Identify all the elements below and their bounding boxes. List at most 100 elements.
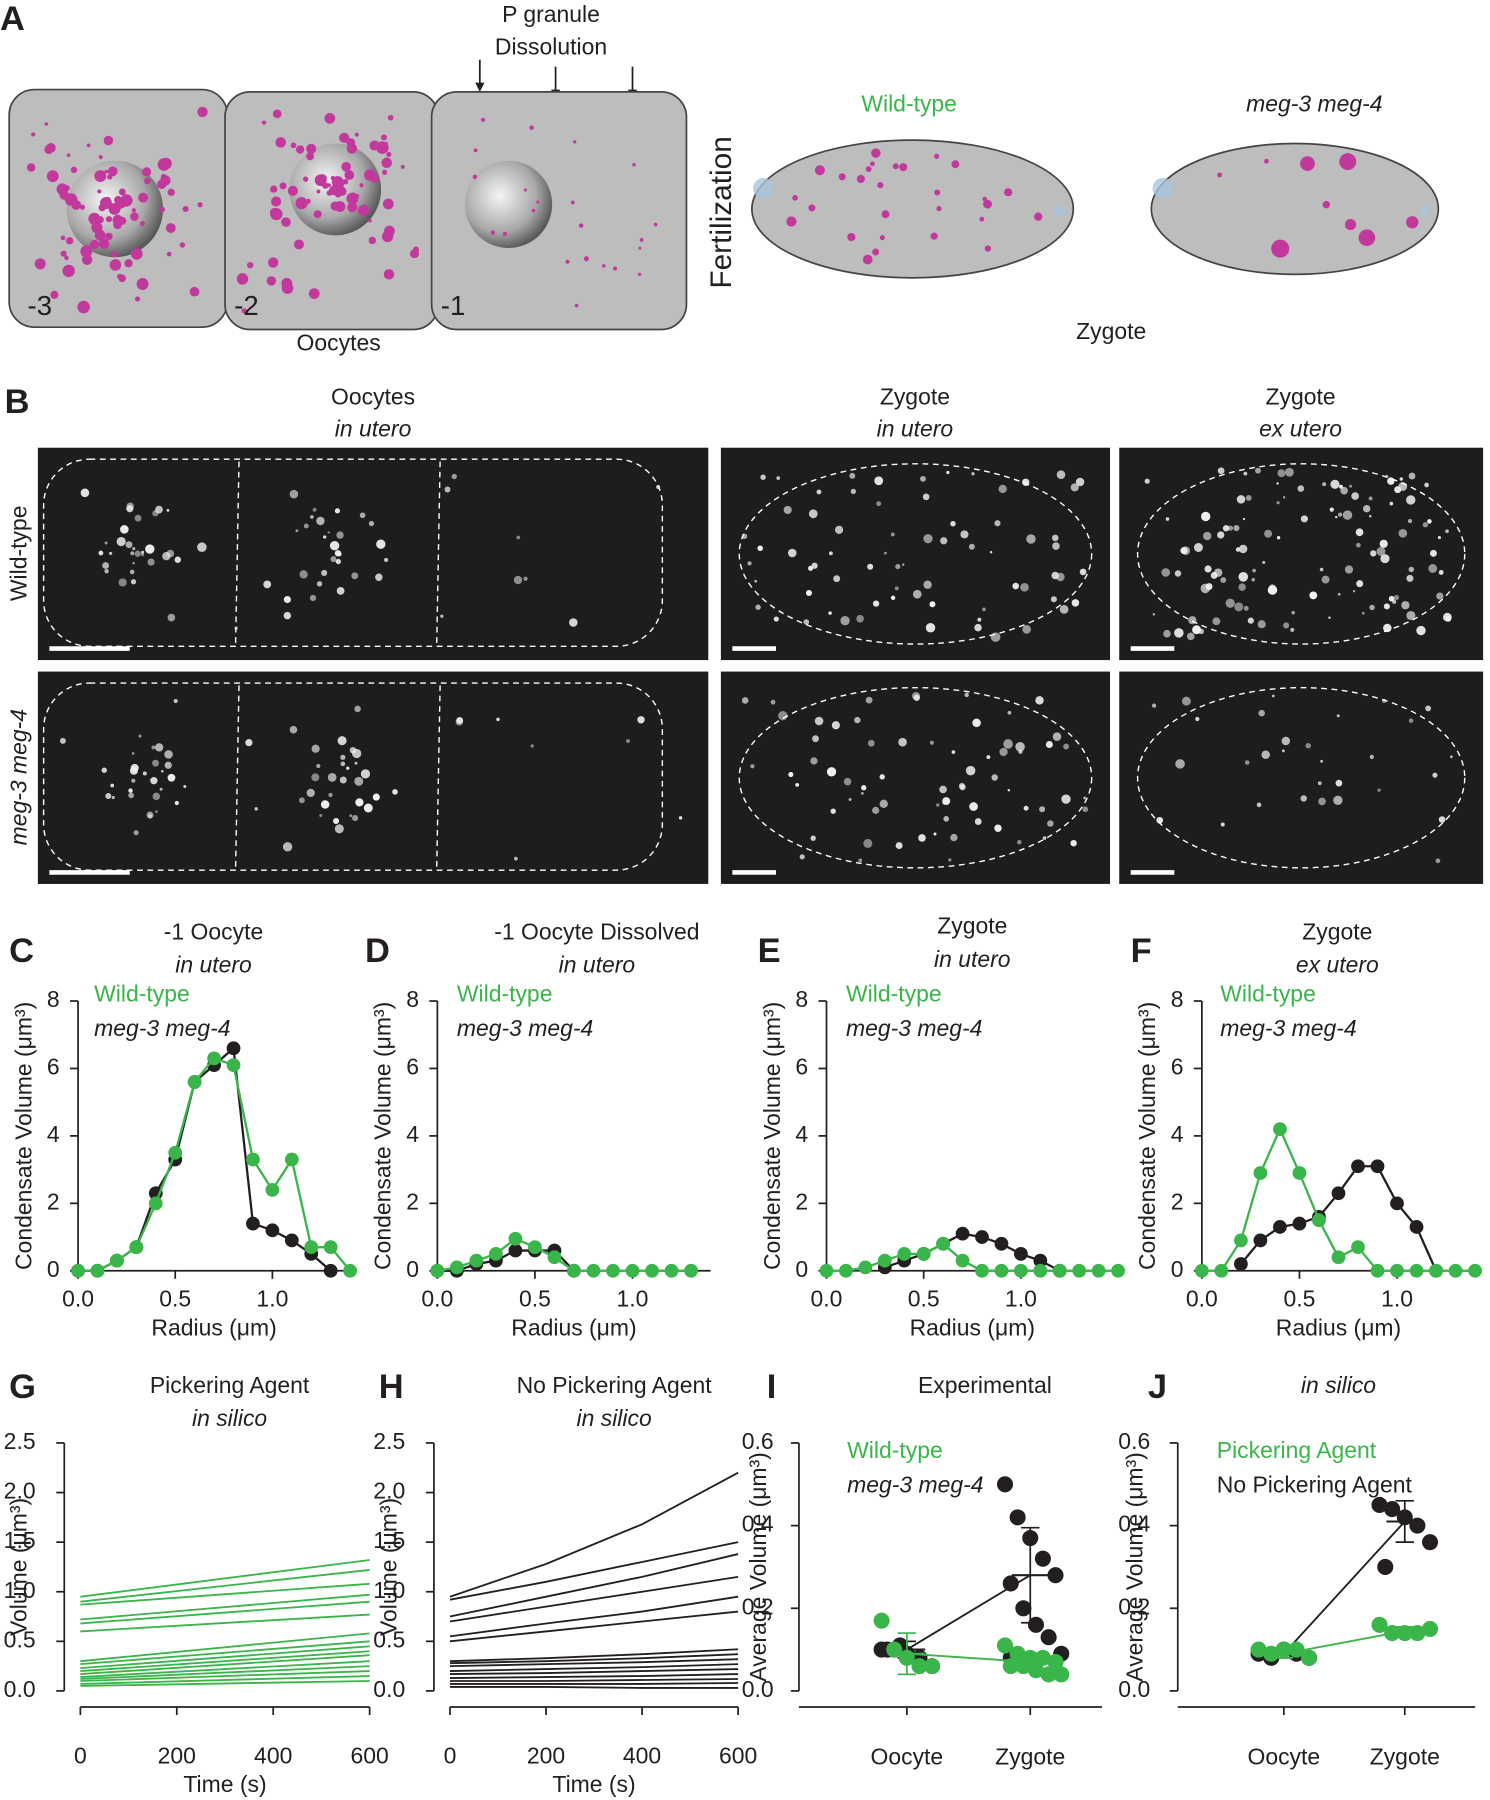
data-point <box>469 1253 484 1268</box>
granule <box>1276 482 1279 485</box>
granule <box>147 558 155 566</box>
granule <box>1369 604 1375 611</box>
granule <box>132 561 135 565</box>
granule <box>1322 482 1327 487</box>
p-granule <box>936 205 942 212</box>
granule <box>298 797 305 804</box>
granule <box>162 552 171 561</box>
p-granule <box>346 143 358 154</box>
p-granule <box>364 169 376 181</box>
p-granule <box>138 192 149 203</box>
granule <box>1300 795 1307 802</box>
data-point <box>1234 1257 1248 1271</box>
granule <box>750 764 755 769</box>
granule <box>1328 616 1331 619</box>
granule <box>850 488 856 495</box>
granule <box>1445 529 1449 534</box>
p-granule <box>60 250 67 257</box>
data-point <box>819 1263 834 1278</box>
data-point <box>1331 1250 1346 1265</box>
p-granule <box>1004 188 1013 197</box>
granule <box>1407 518 1413 524</box>
granule <box>872 806 880 814</box>
granule <box>1262 560 1266 564</box>
chart-subtitle: in silico <box>1301 1372 1376 1398</box>
series-line <box>826 1242 1119 1272</box>
data-point <box>1409 1517 1426 1534</box>
p-granule <box>296 199 303 206</box>
granule <box>295 529 299 533</box>
data-point <box>1468 1263 1482 1278</box>
p-granule <box>295 145 305 154</box>
p-granule <box>94 229 106 241</box>
column-header: in utero <box>877 416 954 442</box>
p-granule <box>879 235 885 241</box>
p-granule <box>877 182 884 189</box>
granule <box>1387 477 1395 485</box>
granule <box>776 476 781 480</box>
p-granule <box>77 300 90 314</box>
annotation: meg-3 meg-4 <box>1246 91 1382 117</box>
p-granule <box>281 217 291 227</box>
data-point <box>567 1263 581 1278</box>
p-granule <box>1271 239 1290 258</box>
granule <box>1012 582 1020 590</box>
y-tick-label: 8 <box>47 986 60 1012</box>
p-granule <box>316 189 321 194</box>
panel-letter: A <box>0 0 25 38</box>
x-axis-label: Radius (μm) <box>910 1314 1035 1340</box>
granule <box>1282 496 1286 499</box>
p-granule <box>305 198 311 204</box>
granule <box>1026 534 1036 544</box>
granule <box>1429 549 1437 557</box>
granule <box>141 553 145 557</box>
series-line <box>449 1658 739 1668</box>
p-granule <box>339 132 350 143</box>
granule <box>755 604 761 610</box>
granule <box>964 692 969 698</box>
granule <box>1424 482 1429 488</box>
x-tick-label: 1.0 <box>1005 1286 1037 1312</box>
p-granule <box>159 206 166 213</box>
y-tick-label: 2 <box>406 1188 419 1214</box>
legend-entry: Wild-type <box>1220 980 1316 1006</box>
granule <box>134 514 142 522</box>
granule <box>890 532 895 537</box>
x-tick-label: 600 <box>350 1743 388 1769</box>
granule <box>319 813 323 817</box>
p-granule <box>872 248 880 256</box>
data-point <box>911 1658 928 1675</box>
granule <box>1051 534 1059 542</box>
granule <box>125 541 133 549</box>
granule <box>816 489 822 495</box>
chart-subtitle: in silico <box>192 1405 267 1431</box>
granule <box>451 473 457 480</box>
granule <box>1035 696 1044 705</box>
data-point <box>226 1041 241 1056</box>
granule <box>316 581 323 587</box>
p-granule <box>412 246 420 253</box>
p-granule <box>63 185 70 192</box>
p-granule <box>335 183 344 192</box>
granule <box>516 535 521 540</box>
p-granule <box>342 179 349 185</box>
granule <box>309 594 317 602</box>
p-granule <box>197 202 203 208</box>
granule <box>1195 716 1200 722</box>
series-line <box>80 1680 370 1687</box>
data-point <box>284 1152 299 1167</box>
series-line <box>80 1675 370 1685</box>
data-point <box>858 1260 873 1275</box>
y-tick-label: 0.6 <box>1118 1428 1150 1454</box>
data-point <box>1214 1263 1229 1278</box>
granule <box>854 716 861 724</box>
granule <box>1330 479 1340 489</box>
p-granule <box>638 246 642 250</box>
p-granule <box>536 200 540 204</box>
granule <box>918 834 926 842</box>
series-line <box>449 1668 739 1675</box>
p-granule <box>490 230 496 235</box>
p-granule <box>64 193 78 206</box>
series-line <box>80 1660 370 1678</box>
series-line <box>449 1541 739 1601</box>
